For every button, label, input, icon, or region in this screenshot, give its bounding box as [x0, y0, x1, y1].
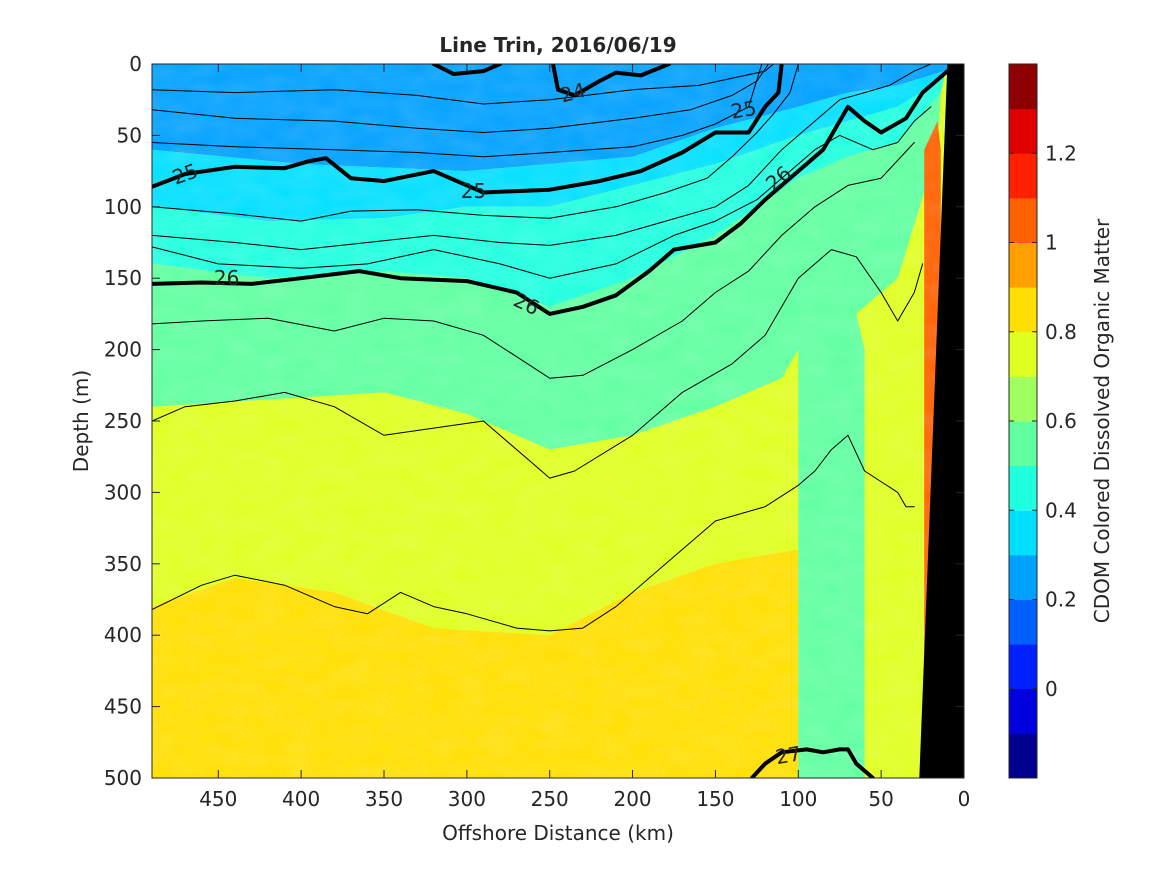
contour-line-thin-5: [152, 64, 774, 105]
colorbar-segment-4: [1009, 554, 1037, 600]
y-axis: 0 50 100 150 200 250 300 350 400 450 500: [104, 52, 964, 790]
coastal-landmask: [919, 64, 964, 778]
y-tick-label-100: 100: [104, 195, 142, 219]
x-tick-label-50: 50: [868, 787, 893, 811]
contour-line-thin-6: [152, 64, 769, 133]
contour-line-thin-12: [152, 249, 924, 479]
contour-line-25-2: [152, 64, 784, 195]
contour-label-4: 26: [214, 266, 239, 290]
x-tick-label-250: 250: [531, 787, 569, 811]
chart-title: Line Trin, 2016/06/19: [439, 33, 676, 57]
field-texture: [152, 64, 964, 778]
colorbar: 0 0.2 0.4 0.6 0.8 1 1.2: [1008, 63, 1077, 779]
contour-line-24-0: [431, 64, 502, 76]
y-tick-label-500: 500: [104, 766, 142, 790]
colorbar-segment-8: [1009, 376, 1037, 422]
contour-label-2: 25: [461, 179, 486, 203]
contour-label-7: 27: [774, 741, 803, 769]
colorbar-tick-label-6: 1.2: [1045, 141, 1077, 165]
colorbar-segment-12: [1009, 197, 1037, 243]
colorbar-tick-label-1: 0.2: [1045, 588, 1077, 612]
colorbar-segment-3: [1009, 599, 1037, 645]
contour-label-text-4: 26: [214, 266, 239, 290]
contour-line-thin-10: [152, 106, 932, 279]
contour-line-thin-8: [152, 64, 799, 222]
colorbar-segment-0: [1009, 733, 1037, 779]
contour-line-thin-11: [152, 142, 915, 379]
y-tick-label-350: 350: [104, 552, 142, 576]
y-tick-label-250: 250: [104, 409, 142, 433]
y-tick-label-50: 50: [117, 123, 142, 147]
colorbar-segment-15: [1009, 64, 1037, 110]
colorbar-segment-14: [1009, 108, 1037, 154]
contour-line-26-3: [152, 69, 950, 316]
colorbar-segment-5: [1009, 510, 1037, 556]
x-tick-label-0: 0: [958, 787, 971, 811]
colorbar-tick-label-5: 1: [1045, 231, 1058, 255]
colorbar-segment-6: [1009, 465, 1037, 511]
colorbar-segment-10: [1009, 287, 1037, 333]
colorbar-segment-13: [1009, 153, 1037, 199]
contour-label-text-2: 25: [461, 179, 486, 203]
colorbar-segment-9: [1009, 331, 1037, 377]
y-tick-label-450: 450: [104, 695, 142, 719]
colorbar-tick-label-3: 0.6: [1045, 409, 1077, 433]
y-axis-label: Depth (m): [69, 370, 93, 472]
x-axis-label: Offshore Distance (km): [442, 821, 674, 845]
y-tick-label-400: 400: [104, 623, 142, 647]
contour-line-thin-7: [152, 64, 763, 158]
x-tick-label-300: 300: [448, 787, 486, 811]
y-tick-label-150: 150: [104, 266, 142, 290]
colorbar-segment-1: [1009, 688, 1037, 734]
y-tick-label-200: 200: [104, 338, 142, 362]
colorbar-tick-label-4: 0.8: [1045, 320, 1077, 344]
x-tick-label-200: 200: [613, 787, 651, 811]
y-tick-label-0: 0: [129, 52, 142, 76]
contour-line-27-4: [749, 747, 875, 778]
colorbar-segment-2: [1009, 644, 1037, 690]
colorbar-label: CDOM Colored Dissolved Organic Matter: [1090, 218, 1114, 623]
contour-line-thin-13: [152, 434, 915, 632]
x-axis: 450 400 350 300 250 200 150 100 50 0: [199, 64, 970, 811]
x-tick-label-350: 350: [365, 787, 403, 811]
colorbar-tick-label-2: 0.4: [1045, 498, 1077, 522]
x-tick-label-450: 450: [199, 787, 237, 811]
contour-line-thin-9: [152, 64, 932, 251]
x-tick-label-400: 400: [282, 787, 320, 811]
contour-label-3: 25: [729, 96, 758, 124]
density-contours: [152, 64, 950, 778]
x-tick-label-150: 150: [696, 787, 734, 811]
colorbar-segment-7: [1009, 421, 1037, 467]
contour-label-text-7: 27: [774, 741, 803, 769]
colorbar-segment-11: [1009, 242, 1037, 288]
contour-line-24-1: [551, 64, 671, 98]
contour-label-text-3: 25: [729, 96, 758, 124]
colorbar-tick-label-0: 0: [1045, 677, 1058, 701]
x-tick-label-100: 100: [779, 787, 817, 811]
y-tick-label-300: 300: [104, 480, 142, 504]
